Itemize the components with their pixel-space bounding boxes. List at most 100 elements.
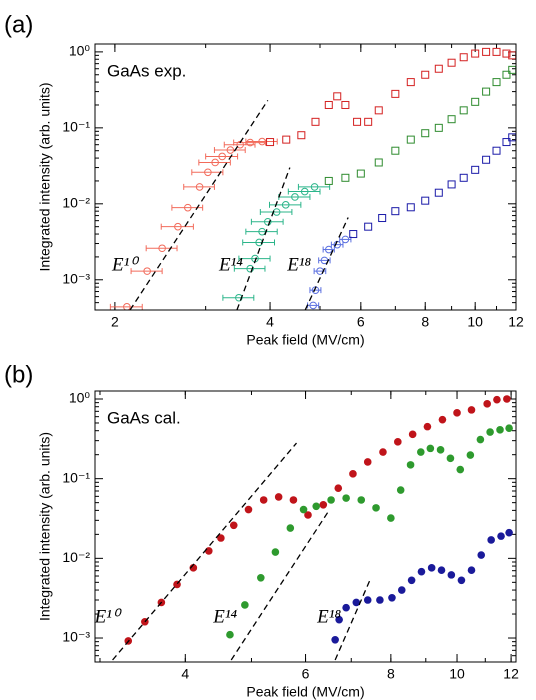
marker bbox=[333, 92, 342, 101]
marker bbox=[446, 454, 455, 463]
marker bbox=[456, 465, 465, 474]
marker bbox=[257, 573, 265, 582]
panel-label: (b) bbox=[4, 361, 33, 388]
marker bbox=[289, 496, 298, 504]
marker bbox=[426, 444, 435, 453]
plot-area bbox=[109, 47, 516, 310]
marker bbox=[189, 564, 198, 572]
marker bbox=[417, 448, 425, 456]
x-tick-label: 12 bbox=[508, 314, 524, 330]
panel: (a) GaAs exp. Peak field (MV/cm) Integrated… bbox=[4, 11, 524, 347]
marker bbox=[447, 115, 456, 124]
marker bbox=[324, 176, 333, 185]
x-tick-label: 10 bbox=[449, 666, 465, 682]
marker bbox=[447, 180, 456, 189]
x-tick-label: 2 bbox=[111, 314, 119, 330]
marker bbox=[388, 593, 396, 602]
marker bbox=[246, 138, 254, 147]
marker bbox=[421, 129, 430, 138]
fit-label: E¹⁰ bbox=[111, 254, 139, 275]
marker bbox=[226, 146, 235, 154]
marker bbox=[493, 395, 501, 404]
fit-label: E¹⁸ bbox=[286, 254, 311, 275]
marker bbox=[299, 505, 308, 514]
fit-line bbox=[334, 579, 371, 661]
marker bbox=[364, 222, 373, 231]
marker bbox=[364, 117, 373, 126]
fit-line bbox=[304, 217, 349, 310]
fit-label: E¹⁴ bbox=[218, 254, 243, 275]
marker bbox=[143, 267, 151, 275]
marker bbox=[281, 201, 290, 209]
marker bbox=[492, 146, 501, 155]
marker bbox=[502, 138, 511, 147]
marker bbox=[438, 415, 447, 424]
marker bbox=[300, 187, 309, 196]
marker bbox=[417, 567, 426, 576]
marker bbox=[342, 603, 350, 612]
marker bbox=[391, 207, 400, 216]
marker bbox=[218, 152, 226, 161]
x-tick-label: 12 bbox=[503, 666, 519, 682]
marker bbox=[324, 100, 333, 109]
y-tick-label: 10⁰ bbox=[69, 390, 91, 406]
marker bbox=[406, 78, 415, 87]
x-tick-label: 4 bbox=[266, 314, 274, 330]
marker bbox=[310, 183, 319, 191]
marker bbox=[406, 203, 415, 212]
marker bbox=[286, 524, 295, 532]
marker bbox=[331, 635, 339, 644]
marker bbox=[211, 158, 219, 167]
marker bbox=[282, 135, 291, 144]
marker bbox=[421, 70, 430, 79]
marker bbox=[183, 203, 192, 212]
marker bbox=[476, 435, 485, 444]
marker bbox=[459, 106, 468, 115]
fit-line bbox=[230, 511, 329, 661]
panel-label: (a) bbox=[4, 11, 33, 38]
marker bbox=[353, 117, 362, 126]
marker bbox=[297, 131, 306, 140]
marker bbox=[407, 576, 416, 585]
x-tick-label: 6 bbox=[357, 314, 365, 330]
marker bbox=[259, 496, 268, 504]
y-tick-label: 10⁰ bbox=[69, 43, 91, 59]
panel: (b) GaAs cal. Peak field (MV/cm) Integrated… bbox=[4, 361, 519, 699]
marker bbox=[459, 53, 468, 62]
y-tick-label: 10⁻² bbox=[62, 549, 90, 565]
x-axis-label: Peak field (MV/cm) bbox=[246, 684, 364, 700]
chart-title: GaAs cal. bbox=[107, 408, 181, 427]
marker bbox=[503, 395, 511, 403]
x-tick-label: 8 bbox=[387, 666, 395, 682]
marker bbox=[492, 47, 501, 56]
marker bbox=[246, 264, 254, 273]
marker bbox=[487, 536, 495, 544]
marker bbox=[372, 504, 380, 512]
marker bbox=[158, 244, 166, 253]
fit-label: E¹⁴ bbox=[212, 606, 237, 627]
marker bbox=[394, 438, 402, 446]
y-tick-label: 10⁻¹ bbox=[62, 119, 90, 135]
marker bbox=[363, 458, 372, 466]
marker bbox=[319, 500, 328, 509]
marker bbox=[447, 571, 456, 579]
marker bbox=[226, 630, 234, 639]
marker bbox=[391, 146, 400, 155]
marker bbox=[453, 409, 461, 417]
marker bbox=[204, 168, 212, 177]
marker bbox=[408, 430, 417, 439]
x-axis-label: Peak field (MV/cm) bbox=[246, 332, 364, 348]
marker bbox=[195, 183, 204, 191]
marker bbox=[309, 301, 317, 310]
x-tick-label: 6 bbox=[302, 666, 310, 682]
marker bbox=[496, 426, 504, 434]
marker bbox=[471, 165, 480, 174]
marker bbox=[434, 123, 443, 132]
marker bbox=[349, 230, 358, 239]
marker bbox=[497, 532, 505, 540]
marker bbox=[266, 138, 275, 147]
marker bbox=[482, 87, 491, 96]
marker bbox=[274, 493, 283, 501]
fit-line bbox=[236, 167, 291, 310]
